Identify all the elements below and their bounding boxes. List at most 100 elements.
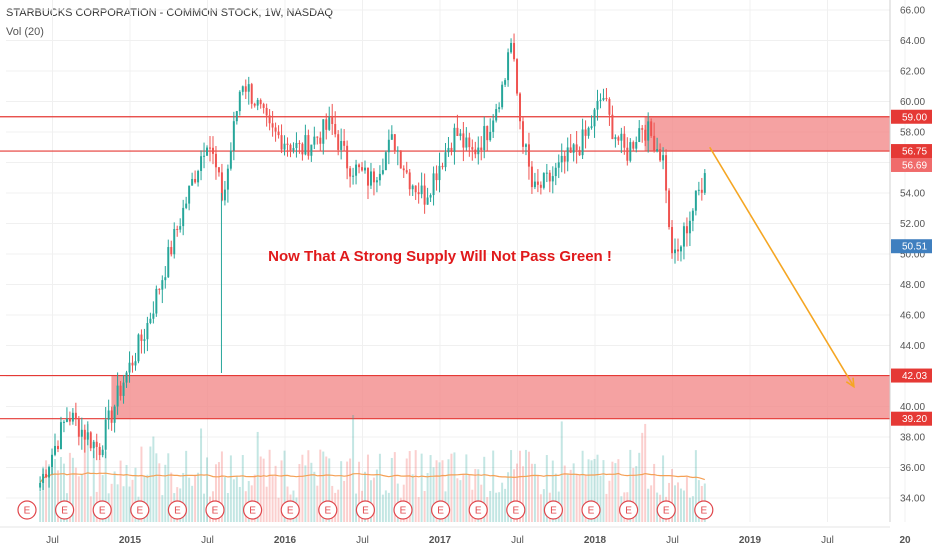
candle-body (533, 181, 536, 188)
earnings-marker-label: E (24, 506, 31, 517)
volume-bar (116, 484, 119, 522)
volume-bar (611, 461, 614, 522)
candle-body (393, 134, 396, 152)
volume-bar (343, 480, 346, 522)
volume-bar (441, 460, 444, 522)
price-tick-label: 44.00 (900, 341, 925, 352)
candle-body (438, 165, 441, 181)
volume-bar (59, 457, 62, 522)
volume-bar (697, 480, 700, 522)
volume-bar (674, 485, 676, 522)
earnings-marker-label: E (400, 506, 407, 517)
candle-body (542, 173, 545, 188)
candle-body (352, 175, 355, 177)
volume-bar (45, 460, 48, 522)
candle-body (170, 247, 173, 255)
candle-body (188, 185, 191, 204)
candle-body (372, 171, 375, 183)
candle-body (632, 142, 635, 149)
candle-body (671, 227, 674, 254)
volume-bar (483, 456, 486, 522)
volume-ma-line (39, 472, 705, 484)
candle-body (86, 432, 89, 440)
volume-bar (80, 474, 83, 522)
volume-bar (477, 469, 480, 522)
volume-bar (462, 473, 465, 522)
price-axis[interactable]: 34.0036.0038.0040.0042.0044.0046.0048.00… (889, 0, 932, 522)
volume-indicator-label[interactable]: Vol (20) (6, 26, 44, 38)
volume-bar (158, 463, 161, 522)
volume-bar (614, 463, 617, 522)
candle-body (51, 454, 54, 468)
volume-bar (375, 469, 378, 522)
candle-body (265, 107, 268, 116)
volume-bar (647, 488, 650, 522)
candle-body (691, 210, 694, 221)
volume-bar (569, 469, 572, 522)
price-tag (891, 157, 932, 172)
candle-body (331, 117, 334, 124)
candle-body (259, 99, 262, 105)
candle-body (235, 111, 238, 122)
candle-body (95, 441, 98, 447)
volume-bar (71, 457, 74, 522)
time-axis[interactable]: Jul 2015 Jul 2016 Jul 2017 Jul 2018 Jul 2019 Jul 20 (0, 526, 911, 546)
candle-body (599, 99, 602, 101)
volume-bar (527, 451, 530, 522)
candle-body (369, 171, 372, 186)
candle-body (492, 120, 495, 132)
candle-body (551, 176, 554, 182)
volume-bar (456, 478, 459, 522)
volume-bar (304, 465, 307, 522)
candle-body (45, 473, 48, 478)
candle-body (602, 98, 605, 100)
volume-bar (235, 475, 238, 522)
volume-bar (632, 467, 635, 522)
volume-bar (653, 463, 656, 522)
candle-body (668, 190, 671, 228)
candle-body (110, 410, 113, 423)
earnings-marker (618, 500, 639, 520)
candle-body (510, 42, 513, 53)
candle-body (617, 137, 620, 141)
earnings-marker (506, 500, 526, 520)
volume-bar (608, 480, 611, 522)
candle-body (635, 142, 638, 149)
candle-body (620, 133, 623, 141)
volume-bar (429, 455, 432, 522)
candle-body (209, 147, 211, 149)
volume-bar (417, 497, 420, 522)
volume-bar (155, 453, 158, 522)
candle-body (155, 288, 158, 314)
earnings-marker (543, 500, 564, 520)
candle-body (298, 142, 301, 144)
volume-bar (465, 454, 468, 522)
zone (111, 375, 890, 419)
volume-bar (319, 449, 322, 522)
candle-body (417, 192, 420, 195)
price-tag (891, 109, 932, 124)
candle-body (328, 117, 331, 130)
candle-body (459, 133, 462, 137)
volume-bar (143, 476, 146, 522)
volume-bar (516, 463, 519, 522)
candle-body (197, 170, 200, 183)
candle-body (292, 148, 295, 151)
volume-bar (662, 455, 665, 522)
volume-bar (605, 493, 608, 522)
volume-bar (298, 464, 301, 522)
candle-body (176, 228, 179, 230)
volume-bar (301, 454, 304, 522)
volume-bar (265, 486, 268, 522)
volume-bar (307, 450, 310, 522)
volume-bar (507, 472, 510, 522)
candle-body (54, 445, 56, 455)
volume-bar (369, 480, 372, 522)
candle-body (596, 100, 599, 110)
candle-body (185, 203, 188, 208)
volume-bar (220, 451, 223, 522)
volume-bar (164, 464, 167, 522)
candle-body (614, 137, 617, 140)
candle-body (83, 429, 86, 440)
